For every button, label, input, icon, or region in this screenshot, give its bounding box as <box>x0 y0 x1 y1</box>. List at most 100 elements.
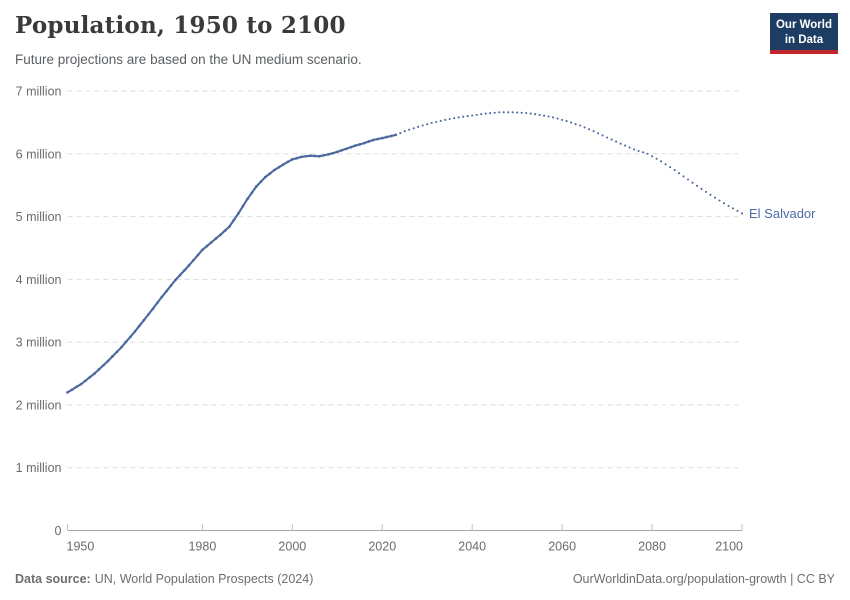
projection-dot <box>664 163 667 166</box>
line-series-historical[interactable] <box>66 133 397 394</box>
projection-dot <box>713 196 717 199</box>
data-point-marker <box>120 345 123 349</box>
data-point-marker <box>353 144 357 147</box>
x-axis-label: 2020 <box>368 540 396 554</box>
data-point-marker <box>88 375 92 379</box>
x-axis-label: 1950 <box>67 540 95 554</box>
projection-dot <box>597 132 600 135</box>
data-point-marker <box>102 363 105 367</box>
projection-dot <box>435 120 438 124</box>
projection-dot <box>628 146 631 149</box>
y-axis-label: 1 million <box>16 461 62 475</box>
data-point-marker <box>223 229 227 233</box>
projection-dot <box>453 117 456 120</box>
projection-dot <box>561 118 564 121</box>
x-axis-label: 2000 <box>278 540 306 554</box>
projection-dot <box>727 204 730 207</box>
data-point-marker <box>156 301 159 305</box>
projection-dot <box>421 124 424 127</box>
data-point-marker <box>340 148 344 152</box>
projection-dot <box>624 144 627 147</box>
data-point-marker <box>304 154 308 158</box>
data-point-marker <box>147 313 150 316</box>
projection-dot <box>592 130 595 133</box>
projection-dot <box>525 111 528 115</box>
data-point-marker <box>93 372 96 375</box>
data-point-marker <box>79 382 83 386</box>
chart-plot-area[interactable]: 0 1 million 2 million 3 million 4 million 5 m… <box>0 0 850 560</box>
projection-dot <box>583 126 586 129</box>
data-point-marker <box>210 240 213 244</box>
projection-dot <box>565 120 568 123</box>
data-point-marker <box>272 168 276 172</box>
data-point-marker <box>84 379 87 383</box>
projection-dot <box>399 132 402 135</box>
projection-dot <box>673 169 676 172</box>
y-axis-label: 3 million <box>16 336 62 350</box>
projection-dot <box>520 111 523 114</box>
x-axis-label: 2080 <box>638 540 666 554</box>
y-axis-label: 4 million <box>16 273 62 287</box>
projection-dot <box>507 111 510 114</box>
projection-dot <box>633 148 636 151</box>
projection-dot <box>588 128 591 131</box>
projection-dot <box>534 113 537 116</box>
credit-link[interactable]: OurWorldinData.org/population-growth | C… <box>572 572 835 586</box>
data-point-marker <box>308 154 312 158</box>
data-point-marker <box>286 160 290 164</box>
data-point-marker <box>241 204 245 208</box>
projection-dot <box>669 166 672 169</box>
projection-dot <box>538 113 541 116</box>
data-point-marker <box>335 150 339 154</box>
x-axis-label: 2040 <box>458 540 486 554</box>
data-point-marker <box>394 133 398 137</box>
projection-dot <box>543 114 546 117</box>
projection-dot <box>457 116 460 119</box>
data-point-marker <box>201 248 204 252</box>
projection-dot <box>439 119 442 122</box>
projection-dot <box>408 128 411 131</box>
projection-dot <box>498 111 501 114</box>
y-axis-label: 2 million <box>16 398 62 412</box>
projection-dot <box>722 202 726 205</box>
projection-dot <box>484 112 487 115</box>
data-point-marker <box>326 153 330 156</box>
data-point-marker <box>192 258 195 262</box>
owid-logo[interactable]: Our World in Data <box>769 13 838 55</box>
data-point-marker <box>362 141 366 145</box>
data-point-marker <box>174 278 177 282</box>
data-point-marker <box>214 237 218 240</box>
projection-dot <box>430 121 433 125</box>
data-point-marker <box>268 172 272 175</box>
projection-dot <box>601 134 604 137</box>
projection-dot <box>547 115 550 118</box>
projection-dot <box>529 112 532 115</box>
projection-dot <box>574 123 577 126</box>
projection-dot <box>660 160 663 163</box>
y-axis-label: 6 million <box>16 147 62 161</box>
data-source-note: Data source: UN, World Population Prospec… <box>15 572 313 586</box>
data-point-marker <box>385 135 389 139</box>
chart-subtitle: Future projections are based on the UN m… <box>15 52 362 67</box>
projection-dot <box>736 209 739 212</box>
projection-dot <box>646 152 649 155</box>
projection-dot <box>471 114 474 117</box>
entity-label[interactable]: El Salvador <box>749 206 816 221</box>
data-point-marker <box>151 307 155 311</box>
projection-dot <box>619 142 622 145</box>
projection-dot <box>637 149 640 152</box>
data-point-marker <box>129 335 132 339</box>
data-point-marker <box>358 143 362 146</box>
projection-dot <box>695 184 699 187</box>
x-axis-label: 1980 <box>188 540 216 554</box>
data-point-marker <box>97 368 101 371</box>
data-point-marker <box>115 350 119 354</box>
data-point-marker <box>106 359 110 363</box>
projection-dot <box>682 175 685 178</box>
data-point-marker <box>111 355 114 358</box>
projection-dot <box>642 151 645 154</box>
projection-dot <box>444 118 447 121</box>
projection-dot <box>556 117 559 120</box>
x-axis-label: 2100 <box>715 540 743 554</box>
